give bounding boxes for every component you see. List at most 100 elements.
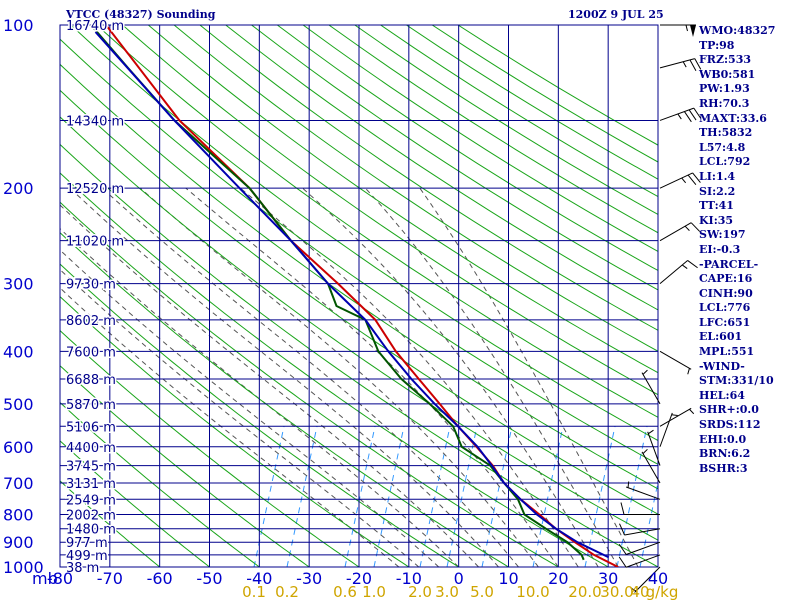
dry-adiabat	[60, 263, 460, 567]
temperature-tick-label: 40	[648, 569, 668, 588]
moist-adiabat	[60, 249, 440, 567]
height-label: 8602 m	[66, 314, 116, 329]
height-label: 5870 m	[66, 398, 116, 413]
temperature-tick-label: -40	[246, 569, 272, 588]
wind-barb-half	[630, 587, 637, 592]
stat-item: RH:70.3	[699, 96, 750, 110]
stat-item: LI:1.4	[699, 169, 736, 183]
height-label: 5106 m	[66, 420, 116, 435]
wind-barb-full	[690, 222, 701, 232]
stat-item: L57:4.8	[699, 140, 746, 154]
wind-barb-full	[620, 502, 625, 515]
mixing-ratio-line	[446, 426, 478, 567]
wind-barb-pennant	[690, 25, 696, 37]
wind-barb	[659, 407, 695, 427]
height-label: 9730 m	[66, 278, 116, 293]
dry-adiabat	[277, 25, 658, 272]
wind-barb-staff	[626, 541, 661, 555]
wind-barb-staff	[659, 407, 692, 427]
stat-item: CINH:90	[699, 286, 753, 300]
temperature-tick-label: -80	[47, 569, 73, 588]
dry-adiabat	[60, 231, 510, 567]
height-label: 2002 m	[66, 508, 116, 523]
height-label: 2549 m	[66, 493, 116, 508]
dry-adiabat	[96, 25, 658, 418]
height-label: 16740 m	[66, 19, 124, 34]
height-label: 14340 m	[66, 114, 124, 129]
wind-barb-staff	[659, 222, 692, 242]
wind-barb-staff	[626, 554, 661, 568]
stat-item: MAXT:33.6	[699, 111, 767, 125]
mixing-ratio-line	[532, 426, 564, 567]
wind-barb	[647, 429, 661, 466]
wind-barb	[630, 566, 661, 593]
temperature-tick-label: 0	[454, 569, 464, 588]
height-label: 3745 m	[66, 460, 116, 475]
wind-barb	[620, 502, 660, 515]
pressure-tick-label: 500	[3, 395, 34, 414]
mixing-ratio-line	[286, 426, 318, 567]
sounding-title: VTCC (48327) Sounding	[66, 8, 216, 21]
wind-barb	[659, 58, 702, 71]
wind-barb-half	[687, 368, 690, 375]
wind-barb-staff	[634, 566, 661, 593]
dry-adiabat	[147, 25, 658, 374]
temperature-tick-label: 10	[498, 569, 518, 588]
wind-barb-staff	[659, 260, 688, 284]
wind-barb-half	[681, 177, 687, 184]
temperature-tick-label: -20	[346, 569, 372, 588]
pressure-tick-label: 600	[3, 438, 34, 457]
wind-barb-full	[687, 260, 698, 269]
stat-item: TT:41	[699, 199, 734, 213]
wind-barb-half	[682, 61, 687, 68]
wind-barb-staff	[659, 172, 693, 189]
stat-item: PW:1.93	[699, 82, 750, 96]
mixing-ratio-label: 1.0	[362, 583, 386, 600]
dry-adiabat	[60, 295, 410, 567]
mixing-ratio-line	[344, 426, 376, 567]
dry-adiabat	[225, 25, 658, 311]
height-label: 3131 m	[66, 477, 116, 492]
stat-item: EL:601	[699, 330, 743, 344]
wind-barb	[618, 554, 661, 568]
dry-adiabat	[60, 329, 360, 567]
wind-barb	[659, 107, 702, 123]
moist-adiabat	[60, 204, 479, 567]
mixing-ratio-label: 30.0	[600, 583, 633, 600]
mixing-ratio-line	[481, 426, 513, 567]
wind-barb-staff	[641, 372, 661, 405]
dry-adiabat	[60, 63, 658, 490]
height-label: 1480 m	[66, 523, 116, 538]
wind-barb-staff	[659, 350, 692, 370]
mixing-ratio-label: 0.6	[333, 583, 357, 600]
wind-barb-half	[642, 369, 648, 375]
stat-item: KI:35	[699, 213, 734, 227]
stat-item: -WIND-	[699, 359, 745, 373]
wind-barb-full	[618, 556, 627, 568]
stat-item: EHI:0.0	[699, 432, 747, 446]
dry-adiabat	[60, 480, 161, 567]
mixing-ratio-line	[419, 426, 451, 567]
wind-barb-staff	[659, 58, 695, 69]
wind-barb-half	[685, 24, 688, 32]
dry-adiabat	[60, 172, 610, 567]
stat-item: MPL:551	[699, 345, 755, 359]
wind-barb-full	[618, 543, 627, 555]
stat-item: SRDS:112	[699, 418, 761, 432]
dry-adiabat	[302, 25, 658, 252]
dry-adiabat	[60, 401, 261, 567]
mixing-ratio-label: 40	[630, 583, 649, 600]
stat-item: LCL:776	[699, 301, 751, 315]
y-axis-unit-label: mb	[32, 569, 58, 588]
height-label: 12520 m	[66, 182, 124, 197]
pressure-tick-label: 200	[3, 179, 34, 198]
stat-item: -PARCEL-	[699, 257, 759, 271]
temperature-tick-label: -10	[396, 569, 422, 588]
pressure-tick-label: 800	[3, 505, 34, 524]
sounding-profiles	[90, 25, 619, 567]
wind-barb-full	[687, 174, 697, 185]
mixing-ratio-label: 2.0	[408, 583, 432, 600]
stat-item: SHR+:0.0	[699, 403, 759, 417]
height-label: 7600 m	[66, 345, 116, 360]
height-label: 11020 m	[66, 235, 124, 250]
